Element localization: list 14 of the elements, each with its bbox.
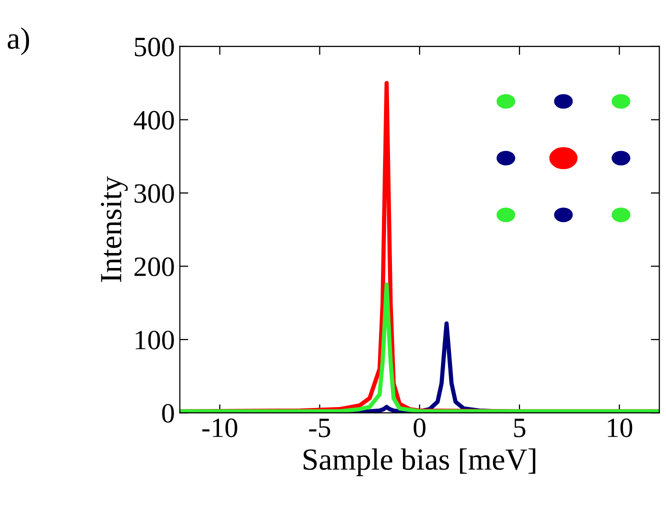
text: a) (8, 27, 30, 56)
y-tick-label: 300 (134, 184, 174, 203)
y-tick-label: 200 (134, 257, 174, 276)
y-tick-label: 500 (134, 38, 174, 56)
y-axis-title: Intensity (100, 176, 128, 282)
x-tick-label: -5 (309, 418, 330, 438)
y-tick-label: 400 (134, 110, 174, 130)
x-tick-label: -10 (202, 418, 238, 438)
y-tick-label: 100 (136, 330, 174, 350)
x-tick-label: 0 (414, 418, 426, 438)
x-axis-title: Sample bias [meV] (304, 448, 536, 476)
x-tick-label: 5 (514, 418, 526, 438)
y-tick-label: 0 (162, 404, 174, 423)
x-tick-label: 10 (608, 418, 632, 438)
